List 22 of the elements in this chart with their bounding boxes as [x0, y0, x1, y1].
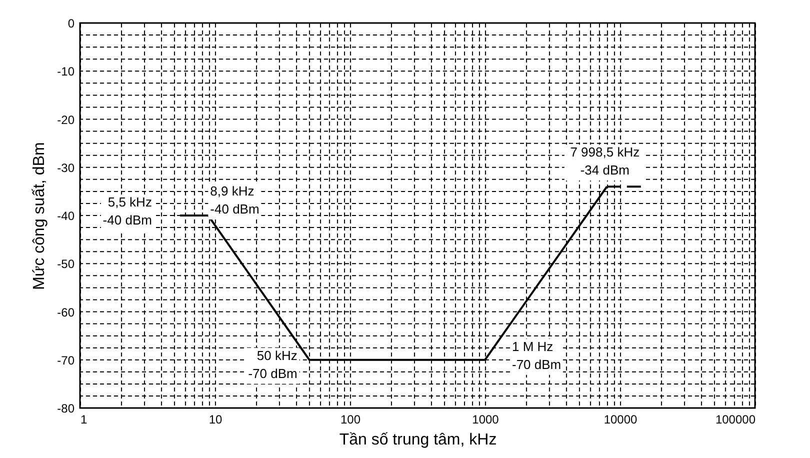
y-tick-label: -70: [57, 353, 75, 368]
annotation: 1 M Hz -70 dBm: [512, 338, 562, 372]
annotation: 8,9 kHz -40 dBm: [210, 184, 260, 216]
y-tick-label: -60: [57, 305, 75, 320]
x-tick-label: 10: [208, 412, 222, 426]
y-tick-label: 0: [68, 16, 75, 30]
y-tick-label: -50: [57, 257, 75, 272]
y-axis-title: Mức công suất, dBm: [31, 142, 48, 290]
y-tick-label: -10: [57, 64, 75, 79]
y-tick-label: -80: [57, 402, 75, 416]
y-tick-label: -40: [57, 209, 75, 223]
x-axis-title: Tần số trung tâm, kHz: [339, 432, 497, 448]
y-tick-label: -20: [57, 112, 75, 127]
x-tick-label: 100000: [715, 412, 756, 426]
annotation: 5,5 kHz -40 dBm: [102, 194, 152, 228]
annotation: 50 kHz -70 dBm: [248, 348, 298, 381]
x-tick-label: 10000: [604, 412, 638, 426]
y-tick-label: -30: [57, 160, 75, 175]
annotation: 7 998,5 kHz -34 dBm: [570, 144, 640, 178]
x-tick-label: 1: [80, 412, 88, 426]
x-tick-label: 100: [340, 412, 361, 426]
x-tick-label: 1000: [472, 412, 500, 426]
